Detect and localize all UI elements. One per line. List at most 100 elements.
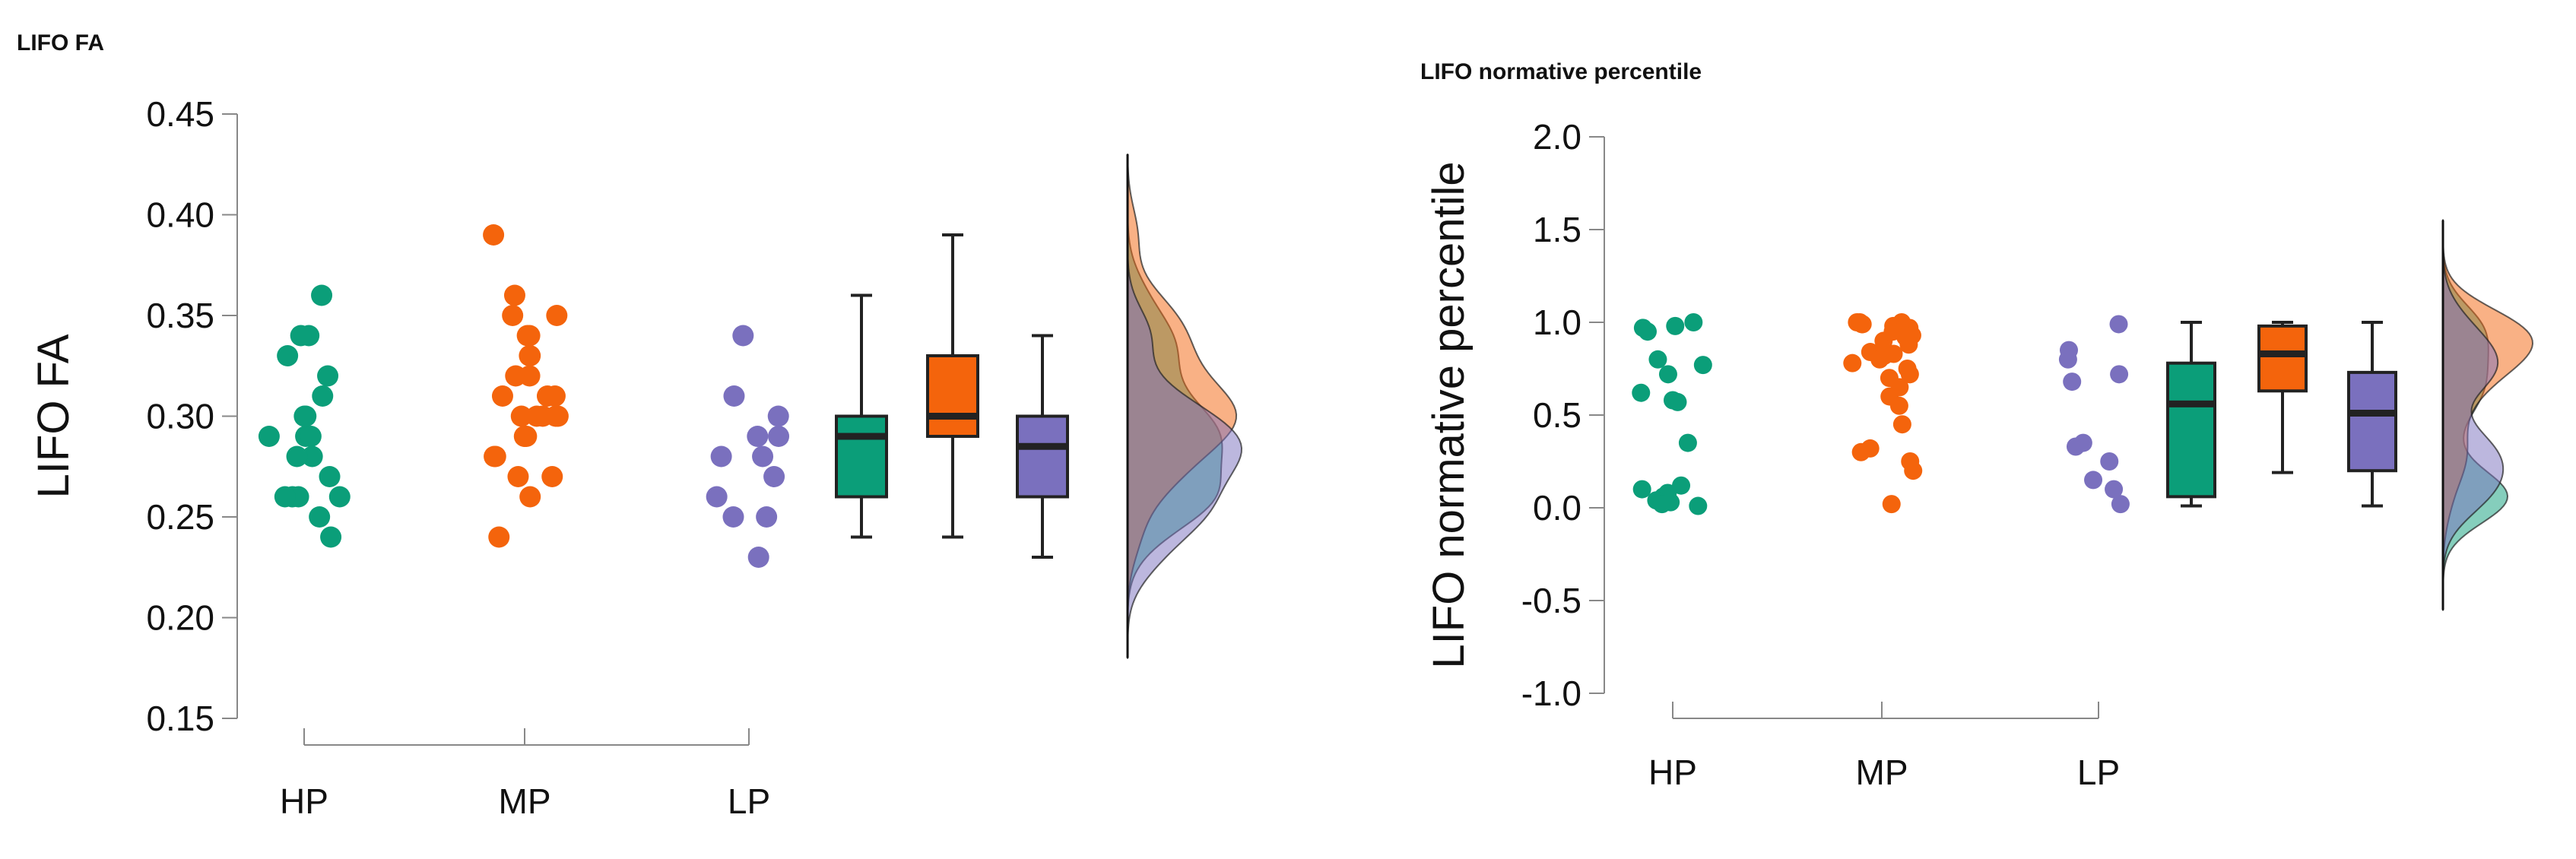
- box-hp: [835, 414, 888, 499]
- data-point-mp: [1900, 365, 1919, 384]
- data-point-mp: [1870, 350, 1889, 369]
- chart-1: 0.45 0.40 0.35 0.30 0.25 0.20 0.15 LIFO FA HP MP L…: [29, 94, 1243, 821]
- x-tick-label-mp: MP: [499, 781, 551, 821]
- chart-2: 2.0 1.5 1.0 0.5 0.0 -0.5 -1.0 LIFO normative pe…: [1424, 117, 2534, 792]
- data-point-lp: [2109, 315, 2128, 334]
- data-point-hp: [1648, 350, 1667, 369]
- data-point-lp: [2105, 480, 2124, 499]
- data-point-mp: [525, 405, 547, 427]
- data-point-hp: [319, 466, 341, 487]
- data-point-hp: [274, 486, 296, 508]
- data-point-mp: [502, 305, 524, 326]
- x-tick-label-hp: HP: [280, 781, 328, 821]
- box-hp: [2166, 361, 2216, 499]
- data-point-mp: [513, 426, 535, 447]
- x-tick-label-mp: MP: [1856, 753, 1908, 792]
- data-point-hp: [320, 526, 342, 548]
- data-point-hp: [1666, 316, 1685, 335]
- box-lp: [2347, 370, 2397, 473]
- data-point-hp: [1684, 313, 1703, 331]
- y-tick-label: 0.20: [146, 598, 214, 638]
- y-tick-label: 1.5: [1533, 210, 1581, 249]
- data-point-mp: [1852, 315, 1871, 334]
- y-axis-label: LIFO normative percentile: [1424, 161, 1474, 668]
- data-point-mp: [519, 486, 541, 508]
- density-lp: [2442, 220, 2505, 610]
- data-point-hp: [1632, 480, 1651, 499]
- y-tick-label: 0.40: [146, 195, 214, 235]
- y-tick-label: 0.5: [1533, 395, 1581, 435]
- data-point-mp: [1851, 442, 1870, 461]
- data-point-mp: [1882, 495, 1901, 514]
- data-point-mp: [483, 224, 505, 246]
- data-point-hp: [277, 345, 299, 366]
- y-tick-label: 0.45: [146, 94, 214, 134]
- y-tick-label: 1.0: [1533, 303, 1581, 342]
- chart-2-panel-title: LIFO normative percentile: [1420, 59, 1702, 84]
- data-point-mp: [546, 305, 568, 326]
- data-point-hp: [328, 486, 351, 508]
- data-point-mp: [484, 445, 506, 468]
- y-tick-label: 0.30: [146, 397, 214, 436]
- data-point-lp: [2110, 365, 2129, 384]
- x-tick-label-lp: LP: [728, 781, 770, 821]
- data-point-hp: [317, 365, 339, 387]
- data-point-lp: [2111, 495, 2130, 514]
- data-point-lp: [2084, 471, 2103, 490]
- data-point-lp: [722, 506, 744, 528]
- box-lp: [1016, 414, 1069, 499]
- data-point-hp: [1632, 383, 1651, 402]
- data-point-lp: [756, 506, 778, 528]
- data-point-lp: [768, 426, 790, 447]
- data-point-lp: [2058, 350, 2077, 369]
- data-point-mp: [503, 284, 525, 306]
- data-point-hp: [300, 426, 322, 447]
- data-point-mp: [488, 526, 510, 548]
- data-point-mp: [544, 405, 566, 427]
- data-point-lp: [706, 486, 728, 508]
- data-point-lp: [767, 405, 789, 427]
- data-point-lp: [732, 325, 754, 347]
- data-point-mp: [491, 385, 513, 407]
- data-point-mp: [1899, 335, 1918, 354]
- data-point-mp: [519, 345, 541, 366]
- y-tick-label: -1.0: [1521, 674, 1581, 713]
- data-point-mp: [1843, 353, 1862, 372]
- data-point-hp: [1638, 322, 1657, 341]
- data-point-lp: [723, 385, 745, 407]
- data-point-hp: [1693, 356, 1712, 375]
- box-mp: [926, 354, 979, 438]
- data-point-hp: [295, 405, 317, 427]
- data-point-mp: [1892, 415, 1911, 434]
- y-tick-label: 0.15: [146, 699, 214, 738]
- data-point-lp: [2100, 452, 2119, 471]
- data-point-hp: [1652, 495, 1671, 514]
- data-point-mp: [1904, 461, 1923, 480]
- data-point-mp: [510, 405, 532, 427]
- y-tick-label: 0.25: [146, 497, 214, 537]
- data-point-mp: [505, 365, 527, 387]
- data-point-mp: [1889, 396, 1908, 415]
- x-tick-label-hp: HP: [1648, 753, 1697, 792]
- data-point-mp: [541, 466, 563, 487]
- data-point-lp: [747, 426, 769, 447]
- data-point-hp: [1678, 433, 1697, 452]
- data-point-hp: [1672, 476, 1691, 495]
- data-point-hp: [309, 506, 331, 528]
- data-point-hp: [1658, 365, 1677, 384]
- data-point-lp: [763, 466, 785, 487]
- box-mp: [2257, 324, 2308, 393]
- y-axis-label: LIFO FA: [29, 334, 78, 498]
- data-point-hp: [1689, 496, 1708, 515]
- data-point-hp: [311, 284, 333, 306]
- data-point-lp: [747, 547, 769, 568]
- data-point-hp: [286, 445, 308, 468]
- data-point-hp: [301, 445, 323, 468]
- data-point-mp: [536, 385, 558, 407]
- data-point-mp: [519, 325, 541, 347]
- data-point-mp: [507, 466, 529, 487]
- chart-1-panel-title: LIFO FA: [17, 30, 104, 55]
- y-tick-label: -0.5: [1521, 581, 1581, 620]
- data-point-hp: [1668, 392, 1687, 411]
- data-point-lp: [2066, 437, 2085, 456]
